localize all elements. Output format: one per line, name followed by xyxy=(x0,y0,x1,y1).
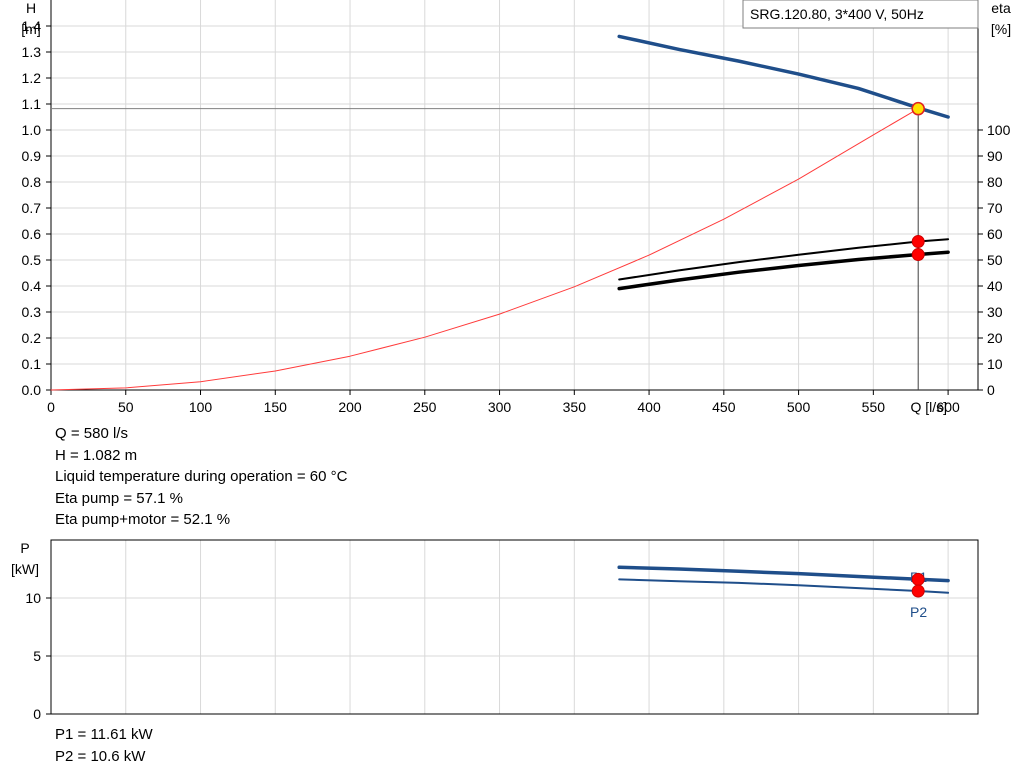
y2-axis-unit: [%] xyxy=(991,21,1011,37)
power-plot-frame xyxy=(50,539,979,715)
x-tick-label: 550 xyxy=(862,399,886,415)
eta-pump-motor-marker xyxy=(911,248,925,262)
y-tick-label: 1.1 xyxy=(22,96,42,112)
eta-pump-marker xyxy=(911,235,925,249)
x-tick-label: 350 xyxy=(563,399,587,415)
x-tick-label: 250 xyxy=(413,399,437,415)
pump-head-curve xyxy=(617,34,950,119)
y2-tick-label: 30 xyxy=(987,304,1003,320)
y2-tick-label: 80 xyxy=(987,174,1003,190)
y-tick-label: 1.2 xyxy=(22,70,42,86)
y2-tick-label: 50 xyxy=(987,252,1003,268)
power-y-tick-label: 5 xyxy=(33,648,41,664)
y2-tick-label: 60 xyxy=(987,226,1003,242)
x-tick-label: 50 xyxy=(118,399,134,415)
y-tick-label: 0.0 xyxy=(22,382,42,398)
y-tick-label: 1.4 xyxy=(22,18,42,34)
p2-legend-label: P2 xyxy=(910,604,927,620)
p1-operating-marker xyxy=(911,572,925,586)
y2-axis-label: eta xyxy=(991,0,1011,16)
operating-point-marker xyxy=(911,101,925,116)
x-tick-label: 500 xyxy=(787,399,811,415)
y2-tick-label: 90 xyxy=(987,148,1003,164)
p1-curve xyxy=(617,565,950,583)
x-axis-label: Q [l/s] xyxy=(910,399,947,415)
p2-operating-marker xyxy=(911,584,925,598)
y-axis-label: H xyxy=(26,0,36,16)
y-tick-label: 0.2 xyxy=(22,330,42,346)
eta-pump-motor-curve xyxy=(617,250,950,291)
title-box xyxy=(742,0,979,29)
y-tick-label: 0.4 xyxy=(22,278,42,294)
y-tick-label: 0.1 xyxy=(22,356,42,372)
y-tick-label: 0.3 xyxy=(22,304,42,320)
info-p2: P2 = 10.6 kW xyxy=(55,747,146,765)
y-tick-label: 0.6 xyxy=(22,226,42,242)
y-tick-label: 0.9 xyxy=(22,148,42,164)
x-tick-label: 0 xyxy=(47,399,55,415)
x-tick-label: 400 xyxy=(637,399,661,415)
y-tick-label: 0.8 xyxy=(22,174,42,190)
info-eta-pump-motor: Eta pump+motor = 52.1 % xyxy=(55,511,231,528)
power-y-axis-unit: [kW] xyxy=(11,561,39,577)
info-liquid-temperature: Liquid temperature during operation = 60… xyxy=(55,468,348,485)
y2-tick-label: 0 xyxy=(987,382,995,398)
info-p1: P1 = 11.61 kW xyxy=(55,726,153,743)
info-eta-pump: Eta pump = 57.1 % xyxy=(55,489,183,507)
chart-title: SRG.120.80, 3*400 V, 50Hz xyxy=(750,6,924,22)
system-curve xyxy=(50,108,919,391)
x-tick-label: 300 xyxy=(488,399,512,415)
p2-curve xyxy=(618,578,950,594)
power-y-tick-label: 0 xyxy=(33,706,41,722)
y2-tick-label: 20 xyxy=(987,330,1003,346)
x-tick-label: 150 xyxy=(264,399,288,415)
y2-tick-label: 40 xyxy=(987,278,1003,294)
operating-point-info: Q = 580 l/s H = 1.082 m Liquid temperatu… xyxy=(55,423,347,531)
y-axis-unit: [m] xyxy=(21,21,40,37)
y-tick-label: 0.5 xyxy=(22,252,42,268)
x-tick-label: 100 xyxy=(189,399,213,415)
y2-tick-label: 100 xyxy=(987,122,1011,138)
y-tick-label: 0.7 xyxy=(22,200,42,216)
y-tick-label: 1.0 xyxy=(22,122,42,138)
y2-tick-label: 70 xyxy=(987,200,1003,216)
y2-tick-label: 10 xyxy=(987,356,1003,372)
x-tick-label: 200 xyxy=(338,399,362,415)
power-y-tick-label: 10 xyxy=(25,590,41,606)
info-head: H = 1.082 m xyxy=(55,446,138,464)
x-tick-label: 600 xyxy=(936,399,960,415)
power-y-axis-label: P xyxy=(20,540,29,556)
y-tick-label: 1.3 xyxy=(22,44,42,60)
info-flow: Q = 580 l/s xyxy=(55,425,128,442)
power-info: P1 = 11.61 kW P2 = 10.6 kW xyxy=(55,724,153,767)
x-tick-label: 450 xyxy=(712,399,736,415)
